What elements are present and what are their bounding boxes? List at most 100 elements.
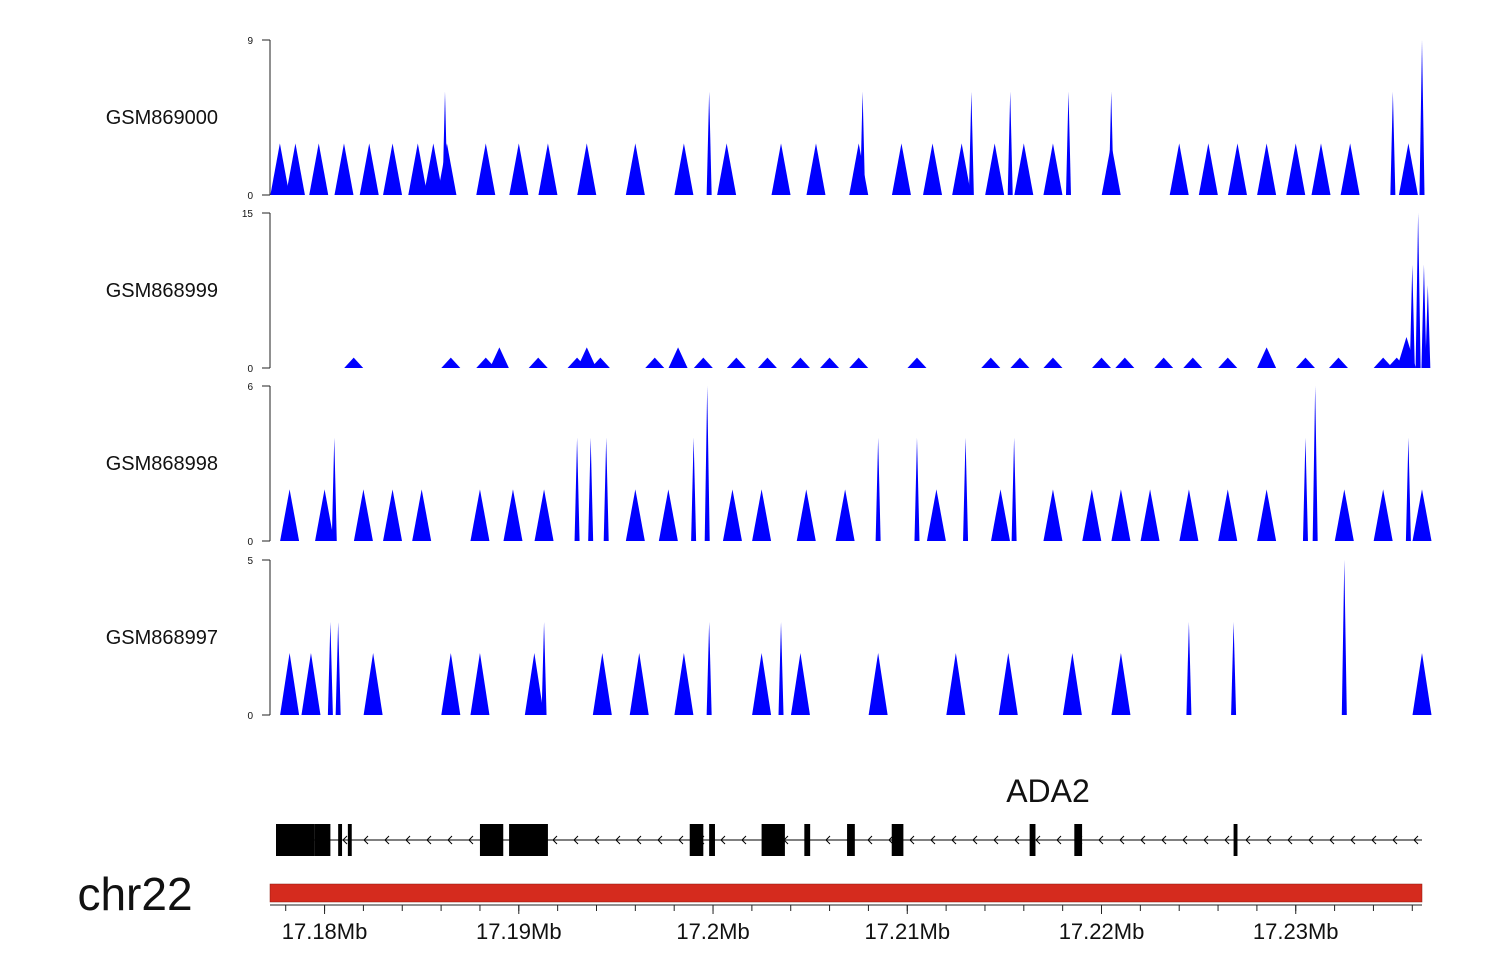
gene-exon xyxy=(509,824,548,856)
signal-peak xyxy=(359,143,379,195)
gene-exon xyxy=(804,824,811,856)
signal-peak xyxy=(726,357,746,368)
signal-peak xyxy=(1043,357,1063,368)
gene-exon xyxy=(689,824,704,856)
signal-peak xyxy=(1010,357,1030,368)
signal-peak xyxy=(509,143,529,195)
signal-peak xyxy=(383,489,403,541)
signal-peak xyxy=(541,622,547,715)
signal-peak xyxy=(771,143,791,195)
strand-arrow xyxy=(951,835,957,845)
signal-peak xyxy=(1218,489,1238,541)
signal-peak xyxy=(658,489,678,541)
signal-peak xyxy=(1302,437,1308,541)
strand-arrow xyxy=(636,835,642,845)
signal-peak xyxy=(280,653,300,715)
signal-peak xyxy=(722,489,742,541)
signal-peak xyxy=(1111,653,1131,715)
signal-peak xyxy=(991,489,1011,541)
signal-peak xyxy=(1198,143,1218,195)
gene-exon xyxy=(347,824,352,856)
signal-peak xyxy=(1412,653,1432,715)
signal-peak xyxy=(752,653,772,715)
strand-arrow xyxy=(342,835,348,845)
strand-arrow xyxy=(720,835,726,845)
signal-peak xyxy=(706,622,712,715)
signal-peak xyxy=(668,347,688,368)
signal-peak xyxy=(363,653,383,715)
signal-peak xyxy=(1065,91,1071,195)
signal-peak xyxy=(806,143,826,195)
signal-peak xyxy=(757,357,777,368)
strand-arrow xyxy=(825,835,831,845)
signal-peak xyxy=(270,143,290,195)
signal-peak xyxy=(470,489,490,541)
signal-peak xyxy=(441,653,461,715)
signal-peak xyxy=(590,357,610,368)
signal-peak xyxy=(441,357,461,368)
signal-peak xyxy=(412,489,432,541)
strand-arrow xyxy=(573,835,579,845)
gene-exon xyxy=(709,824,715,856)
signal-peak xyxy=(645,357,665,368)
gene-exon xyxy=(276,824,315,856)
signal-peak xyxy=(1082,489,1102,541)
signal-tracks: GSM86900090GSM868999150GSM86899860GSM868… xyxy=(106,36,1432,722)
signal-peak xyxy=(1419,40,1425,195)
signal-peak xyxy=(1227,143,1247,195)
signal-peak xyxy=(981,357,1001,368)
strand-arrow xyxy=(1224,835,1230,845)
signal-peak xyxy=(796,489,816,541)
chromosome-band xyxy=(269,883,1423,903)
signal-peak xyxy=(963,437,969,541)
signal-peak xyxy=(489,347,509,368)
gene-exon xyxy=(479,824,504,856)
signal-peak xyxy=(1295,357,1315,368)
signal-peak xyxy=(907,357,927,368)
strand-arrow xyxy=(447,835,453,845)
signal-peak xyxy=(752,489,772,541)
signal-peak xyxy=(603,437,609,541)
signal-peak xyxy=(629,653,649,715)
signal-peak xyxy=(1412,489,1432,541)
y-tick-label: 0 xyxy=(247,191,253,202)
signal-peak xyxy=(588,437,594,541)
signal-peak xyxy=(968,91,974,195)
signal-peak xyxy=(1108,91,1114,195)
signal-peak xyxy=(285,143,305,195)
x-tick-label: 17.18Mb xyxy=(282,919,368,944)
signal-peak xyxy=(704,386,710,541)
signal-peak xyxy=(309,143,329,195)
signal-peak xyxy=(577,143,597,195)
gene-exon xyxy=(1029,824,1036,856)
signal-peak xyxy=(1373,489,1393,541)
signal-peak xyxy=(926,489,946,541)
strand-arrow xyxy=(678,835,684,845)
signal-peak xyxy=(592,653,612,715)
strand-arrow xyxy=(1014,835,1020,845)
signal-peak xyxy=(849,143,869,195)
signal-peak xyxy=(437,143,457,195)
signal-peak xyxy=(625,143,645,195)
signal-peak xyxy=(1328,357,1348,368)
strand-arrow xyxy=(468,835,474,845)
signal-track: GSM868998 6 0 xyxy=(106,382,1432,548)
strand-arrow xyxy=(1161,835,1167,845)
signal-peak xyxy=(1257,347,1277,368)
signal-peak xyxy=(998,653,1018,715)
signal-peak xyxy=(1341,560,1347,715)
signal-peak xyxy=(868,653,888,715)
signal-peak xyxy=(315,489,335,541)
signal-peak xyxy=(1311,143,1331,195)
signal-peak xyxy=(476,357,496,368)
signal-peak xyxy=(849,357,869,368)
strand-arrow xyxy=(888,835,894,845)
x-tick-label: 17.2Mb xyxy=(676,919,749,944)
gene-exon xyxy=(338,824,343,856)
strand-arrow xyxy=(1413,835,1419,845)
signal-peak xyxy=(408,143,428,195)
signal-peak xyxy=(952,143,972,195)
signal-peak xyxy=(1373,357,1393,368)
strand-arrow xyxy=(1371,835,1377,845)
strand-arrow xyxy=(384,835,390,845)
